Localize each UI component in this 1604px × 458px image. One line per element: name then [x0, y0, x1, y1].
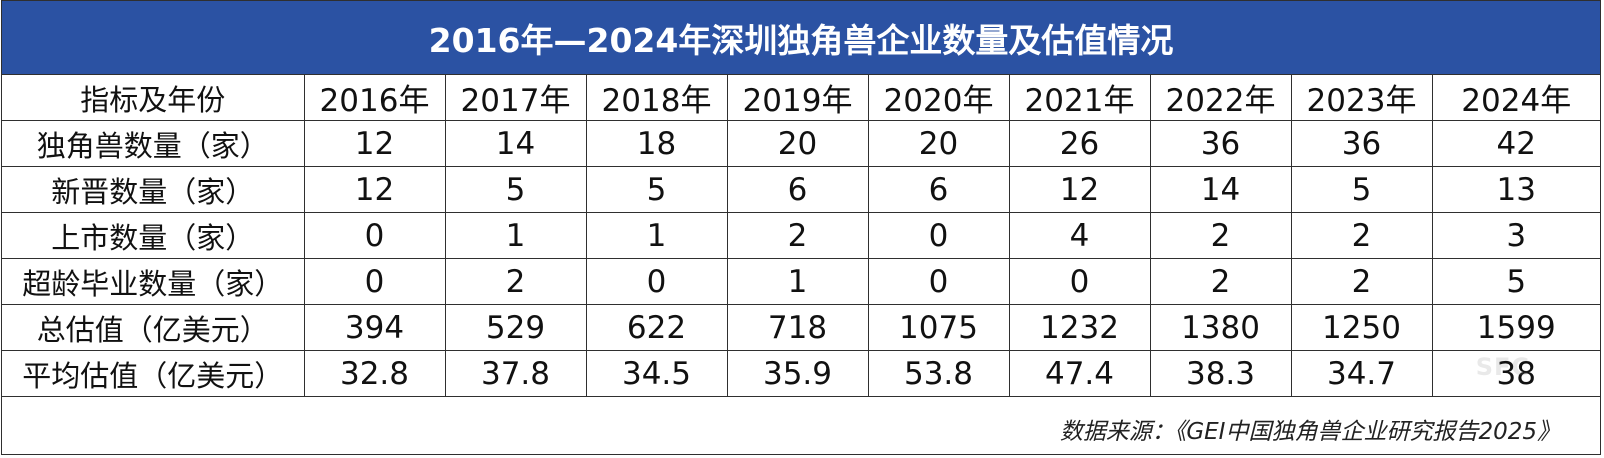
table-row-listed-count: 上市数量（家） 0 1 1 2 0 4 2 2 3 — [2, 212, 1600, 259]
table-cell: 5 — [585, 166, 728, 213]
table-cell: 38.3 — [1149, 350, 1292, 397]
table-cell: 12 — [303, 166, 446, 213]
table-cell: 34.5 — [585, 350, 728, 397]
row-label: 平均估值（亿美元） — [2, 350, 305, 397]
table-cell: 1250 — [1290, 304, 1433, 351]
table-cell: 47.4 — [1008, 350, 1151, 397]
header-cell-year: 2017年 — [444, 75, 587, 121]
table-cell: 13 — [1431, 166, 1600, 213]
table-cell: 14 — [1149, 166, 1292, 213]
table-cell: 2 — [1149, 258, 1292, 305]
header-cell-year: 2016年 — [303, 75, 446, 121]
table-row-unicorn-count: 独角兽数量（家） 12 14 18 20 20 26 36 36 42 — [2, 120, 1600, 167]
table-cell: 34.7 — [1290, 350, 1433, 397]
table-cell: 5 — [444, 166, 587, 213]
table-cell: 3 — [1431, 212, 1600, 259]
table-cell: 12 — [303, 120, 446, 167]
table-cell: 5 — [1431, 258, 1600, 305]
table-cell: 38 — [1431, 350, 1600, 397]
table-cell: 0 — [867, 212, 1010, 259]
row-label: 超龄毕业数量（家） — [2, 258, 305, 305]
table-cell: 1 — [585, 212, 728, 259]
table-cell: 0 — [303, 258, 446, 305]
table-cell: 0 — [303, 212, 446, 259]
header-cell-year: 2020年 — [867, 75, 1010, 121]
table-cell: 2 — [726, 212, 869, 259]
header-cell-year: 2023年 — [1290, 75, 1433, 121]
table-cell: 622 — [585, 304, 728, 351]
table-cell: 2 — [444, 258, 587, 305]
table-cell: 529 — [444, 304, 587, 351]
table-cell: 36 — [1290, 120, 1433, 167]
table-title: 2016年—2024年深圳独角兽企业数量及估值情况 — [2, 1, 1600, 75]
header-cell-year: 2021年 — [1008, 75, 1151, 121]
header-cell-year: 2018年 — [585, 75, 728, 121]
table-cell: 6 — [726, 166, 869, 213]
table-cell: 53.8 — [867, 350, 1010, 397]
table-cell: 1232 — [1008, 304, 1151, 351]
table-cell: 20 — [726, 120, 869, 167]
row-label: 总估值（亿美元） — [2, 304, 305, 351]
table-cell: 0 — [585, 258, 728, 305]
data-table: 指标及年份 2016年 2017年 2018年 2019年 2020年 2021… — [2, 75, 1600, 397]
table-cell: 1380 — [1149, 304, 1292, 351]
table-cell: 1075 — [867, 304, 1010, 351]
table-row-new-count: 新晋数量（家） 12 5 5 6 6 12 14 5 13 — [2, 166, 1600, 213]
row-label: 独角兽数量（家） — [2, 120, 305, 167]
table-cell: 718 — [726, 304, 869, 351]
header-row: 指标及年份 2016年 2017年 2018年 2019年 2020年 2021… — [2, 75, 1600, 121]
table-cell: 42 — [1431, 120, 1600, 167]
table-cell: 20 — [867, 120, 1010, 167]
header-cell-year: 2019年 — [726, 75, 869, 121]
table-cell: 32.8 — [303, 350, 446, 397]
table-cell: 2 — [1290, 258, 1433, 305]
table-row-average-valuation: 平均估值（亿美元） 32.8 37.8 34.5 35.9 53.8 47.4 … — [2, 350, 1600, 397]
table-cell: 1 — [726, 258, 869, 305]
table-cell: 1 — [444, 212, 587, 259]
table-cell: 0 — [1008, 258, 1151, 305]
watermark-logo: SFC — [1475, 353, 1530, 381]
table-cell: 35.9 — [726, 350, 869, 397]
table-cell: 18 — [585, 120, 728, 167]
table-cell: 36 — [1149, 120, 1292, 167]
table-row-graduated-count: 超龄毕业数量（家） 0 2 0 1 0 0 2 2 5 — [2, 258, 1600, 305]
table-cell: 1599 — [1431, 304, 1600, 351]
row-label: 新晋数量（家） — [2, 166, 305, 213]
table-cell: 12 — [1008, 166, 1151, 213]
header-cell-year: 2024年 — [1431, 75, 1600, 121]
header-cell-indicator: 指标及年份 — [2, 75, 305, 121]
table-cell: 2 — [1149, 212, 1292, 259]
table-cell: 26 — [1008, 120, 1151, 167]
table-cell: 5 — [1290, 166, 1433, 213]
header-cell-year: 2022年 — [1149, 75, 1292, 121]
table-cell: 2 — [1290, 212, 1433, 259]
table-cell: 14 — [444, 120, 587, 167]
row-label: 上市数量（家） — [2, 212, 305, 259]
table-cell: 6 — [867, 166, 1010, 213]
table-cell: 0 — [867, 258, 1010, 305]
table-cell: 37.8 — [444, 350, 587, 397]
table-cell: 394 — [303, 304, 446, 351]
table-cell: 4 — [1008, 212, 1151, 259]
table-row-total-valuation: 总估值（亿美元） 394 529 622 718 1075 1232 1380 … — [2, 304, 1600, 351]
source-note: 数据来源：《GEI中国独角兽企业研究报告2025》 — [1059, 419, 1560, 445]
